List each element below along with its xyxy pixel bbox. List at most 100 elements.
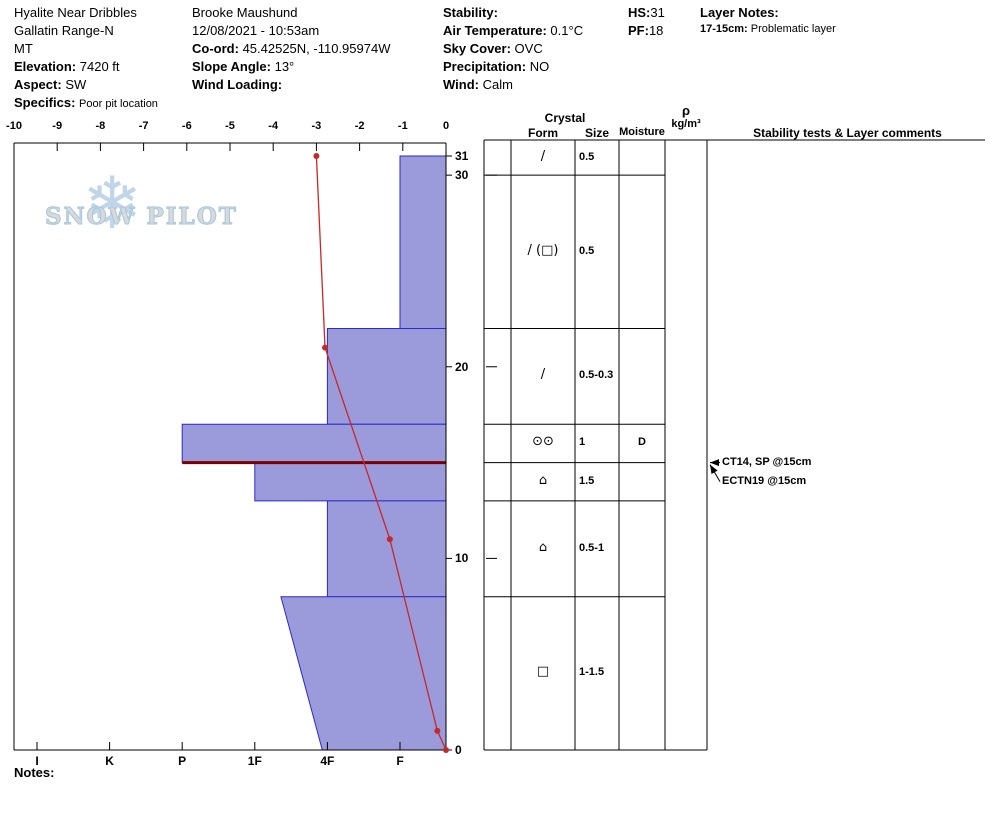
- stability-label: Stability:: [443, 5, 498, 20]
- elevation-line: Elevation: 7420 ft: [14, 58, 158, 76]
- depth-axis-label: 31: [455, 149, 469, 163]
- temperature-point: [434, 727, 441, 734]
- header-site-block: Hyalite Near Dribbles Gallatin Range-N M…: [14, 4, 158, 113]
- temp-axis-label: -10: [6, 120, 22, 132]
- crystal-size: 0.5: [579, 244, 595, 257]
- wind-loading-label: Wind Loading:: [192, 77, 283, 92]
- stability-test-label: CT14, SP @15cm: [722, 455, 812, 468]
- depth-axis-label: 30: [455, 168, 469, 183]
- temperature-point: [322, 344, 329, 351]
- elevation-value: 7420 ft: [79, 59, 120, 74]
- notes-label: Notes:: [14, 765, 55, 780]
- sky-cover-value: OVC: [514, 41, 543, 56]
- hs-line: HS:31: [628, 4, 665, 22]
- crystal-size: 1-1.5: [579, 666, 605, 679]
- crystal-size: 1: [579, 436, 586, 449]
- crystal-form: / (□): [527, 242, 559, 258]
- density-symbol-header: ρ: [681, 103, 691, 118]
- hardness-axis-label: 1F: [247, 754, 262, 768]
- temperature-point: [443, 747, 449, 753]
- crystal-form: /: [540, 367, 546, 383]
- header-observer-block: Brooke Maushund 12/08/2021 - 10:53am Co-…: [192, 4, 390, 94]
- header-layer-notes-block: Layer Notes: 17-15cm: Problematic layer: [700, 4, 836, 36]
- temp-axis-label: -1: [397, 120, 408, 132]
- slope-angle-line: Slope Angle: 13°: [192, 58, 390, 76]
- temp-axis-label: -9: [52, 120, 63, 132]
- mountain-range: Gallatin Range-N: [14, 23, 114, 38]
- depth-axis-label: 10: [455, 551, 469, 566]
- temp-axis-label: -7: [138, 120, 149, 132]
- snow-layer: [326, 327, 447, 425]
- crystal-size: 0.5-0.3: [579, 369, 614, 382]
- crystal-form: /: [540, 148, 546, 164]
- temp-axis-label: 0: [442, 120, 450, 132]
- wind-label: Wind:: [443, 77, 479, 92]
- moisture-column-header: Moisture: [619, 126, 665, 138]
- aspect-value: SW: [65, 77, 87, 92]
- slope-angle-label: Slope Angle:: [192, 59, 271, 74]
- sky-cover-line: Sky Cover: OVC: [443, 40, 583, 58]
- coordinates-label: Co-ord:: [192, 41, 239, 56]
- aspect-label: Aspect:: [14, 77, 62, 92]
- coordinates-line: Co-ord: 45.42525N, -110.95974W: [192, 40, 390, 58]
- air-temp-line: Air Temperature: 0.1°C: [443, 22, 583, 40]
- crystal-size: 0.5-1: [579, 541, 605, 554]
- depth-axis-label: 0: [455, 743, 462, 757]
- hardness-axis-label: 4F: [320, 754, 335, 768]
- snow-layer: [280, 596, 447, 751]
- hardness-axis-label: I: [35, 754, 39, 768]
- wind-line: Wind: Calm: [443, 76, 583, 94]
- stability-line: Stability:: [443, 4, 583, 22]
- hs-value: 31: [650, 5, 665, 20]
- pf-line: PF:18: [628, 22, 665, 40]
- precipitation-value: NO: [529, 59, 550, 74]
- state: MT: [14, 41, 33, 56]
- air-temp-value: 0.1°C: [550, 23, 584, 38]
- crystal-form: ⌂: [538, 472, 548, 488]
- aspect-line: Aspect: SW: [14, 76, 158, 94]
- header-totals-block: HS:31 PF:18: [628, 4, 665, 40]
- comments-column-header: Stability tests & Layer comments: [753, 126, 942, 140]
- depth-axis-label: 20: [455, 359, 469, 374]
- size-column-header: Size: [584, 126, 609, 140]
- pit-name: Hyalite Near Dribbles: [14, 5, 137, 20]
- slope-angle-value: 13°: [274, 59, 295, 74]
- wind-loading-line: Wind Loading:: [192, 76, 390, 94]
- temperature-point: [313, 153, 320, 159]
- pf-label: PF:: [628, 23, 649, 38]
- density-unit-header: kg/m³: [671, 118, 701, 130]
- crystal-group-header: Crystal: [544, 111, 586, 125]
- observer-name: Brooke Maushund: [192, 5, 298, 20]
- precipitation-label: Precipitation:: [443, 59, 527, 74]
- stability-test-label: ECTN19 @15cm: [722, 474, 807, 487]
- crystal-size: 1.5: [579, 474, 595, 487]
- hardness-axis-label: K: [105, 754, 114, 768]
- crystal-form: □: [536, 664, 550, 680]
- hs-label: HS:: [628, 5, 651, 20]
- specifics-line: Specifics: Poor pit location: [14, 94, 158, 113]
- crystal-moisture: D: [638, 436, 646, 449]
- snow-layer: [399, 155, 447, 329]
- pf-value: 18: [648, 23, 664, 38]
- precipitation-line: Precipitation: NO: [443, 58, 583, 76]
- layer-notes-label: Layer Notes:: [700, 5, 779, 20]
- snow-layer: [254, 462, 447, 502]
- crystal-form: ⌂: [538, 539, 548, 555]
- temp-axis-label: -6: [181, 120, 192, 132]
- stability-test-arrow: [709, 464, 721, 482]
- layer-note-text: Problematic layer: [750, 23, 836, 35]
- snowflake-icon: ❄: [82, 164, 143, 244]
- elevation-label: Elevation:: [14, 59, 77, 74]
- layer-note-entry: 17-15cm: Problematic layer: [700, 22, 836, 36]
- specifics-value: Poor pit location: [79, 98, 158, 110]
- specifics-label: Specifics:: [14, 95, 76, 110]
- coordinates-value: 45.42525N, -110.95974W: [242, 41, 391, 56]
- watermark-text: SNOW PILOT: [45, 203, 238, 231]
- temp-axis-label: -5: [225, 120, 235, 132]
- sky-cover-label: Sky Cover:: [443, 41, 511, 56]
- snow-layer: [181, 423, 447, 464]
- header-conditions-block: Stability: Air Temperature: 0.1°C Sky Co…: [443, 4, 583, 94]
- pit-datetime: 12/08/2021 - 10:53am: [192, 23, 320, 38]
- wind-value: Calm: [482, 77, 513, 92]
